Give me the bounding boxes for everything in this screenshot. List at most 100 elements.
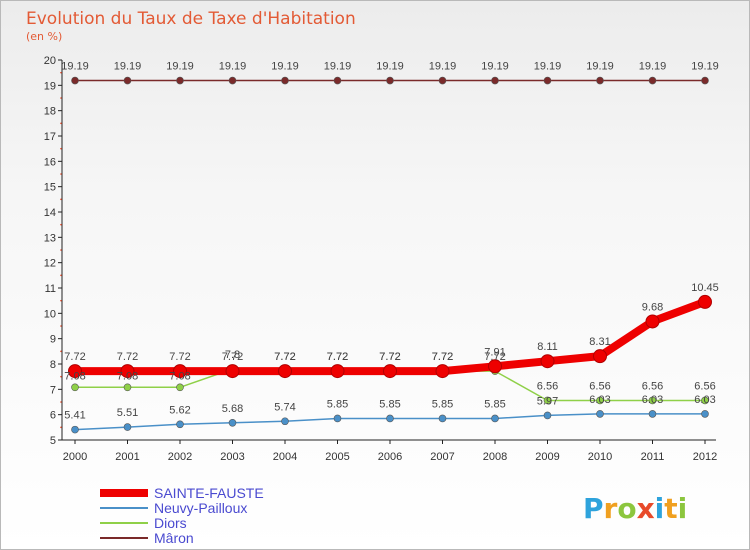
data-label: 7.08: [64, 370, 85, 382]
data-label: 19.19: [324, 61, 352, 73]
y-minor-tick: [60, 223, 62, 226]
logo-letter: o: [617, 492, 636, 525]
y-minor-tick: [60, 325, 62, 327]
series-point-2: [71, 383, 79, 392]
data-label: 19.19: [429, 61, 457, 73]
series-point-3: [491, 76, 499, 85]
series-point-0: [698, 294, 712, 309]
x-tick-label: 2011: [641, 451, 665, 463]
data-label: 7.72: [222, 351, 243, 363]
data-label: 9.68: [642, 301, 663, 313]
series-point-3: [701, 76, 709, 85]
data-label: 6.56: [537, 380, 558, 392]
y-tick-label: 16: [44, 156, 56, 168]
series-point-1: [701, 410, 709, 418]
series-point-3: [438, 76, 447, 85]
series-point-0: [68, 364, 82, 379]
series-point-1: [386, 414, 394, 423]
series-layer: [68, 76, 712, 434]
data-label: 5.74: [274, 401, 295, 413]
data-label: 5.62: [169, 404, 190, 416]
data-label: 7.72: [379, 351, 400, 363]
logo-letter: r: [604, 492, 618, 525]
y-minor-tick: [60, 426, 62, 429]
data-label: 7.08: [169, 370, 190, 382]
series-point-3: [596, 76, 604, 85]
series-point-0: [488, 359, 502, 374]
y-tick-label: 12: [44, 258, 56, 270]
series-point-3: [333, 76, 342, 85]
series-point-1: [543, 411, 552, 420]
data-label: 7.8: [225, 349, 240, 361]
y-minor-tick: [60, 198, 62, 201]
series-point-0: [120, 364, 135, 379]
series-point-3: [543, 76, 552, 85]
series-point-0: [278, 364, 292, 379]
x-tick-label: 2004: [273, 451, 297, 463]
series-point-0: [645, 314, 660, 329]
data-label: 19.19: [639, 61, 667, 73]
y-tick-label: 6: [50, 410, 56, 422]
legend-label-3: Mâron: [154, 530, 194, 546]
data-label: 5.85: [379, 398, 400, 410]
data-label: 19.19: [61, 61, 89, 73]
legend-label-1: Neuvy-Pailloux: [154, 500, 247, 516]
series-point-3: [176, 76, 184, 85]
data-label: 7.91: [484, 346, 505, 358]
x-tick-label: 2012: [693, 451, 717, 463]
data-label: 19.19: [166, 61, 194, 73]
data-label: 10.45: [691, 282, 719, 294]
data-label: 7.72: [274, 351, 295, 363]
data-label: 19.19: [271, 61, 299, 73]
x-tick-label: 2008: [483, 451, 507, 463]
x-tick-label: 2002: [168, 451, 192, 463]
data-label: 7.72: [327, 351, 348, 363]
y-minor-tick: [60, 249, 62, 251]
data-label: 6.03: [642, 394, 663, 406]
series-point-1: [123, 423, 132, 431]
series-point-3: [228, 76, 237, 85]
data-label: 7.72: [327, 351, 348, 363]
data-label: 5.41: [64, 410, 85, 422]
y-tick-label: 20: [44, 55, 56, 67]
y-minor-tick: [60, 375, 62, 378]
data-label: 5.85: [432, 398, 453, 410]
data-label: 5.51: [117, 407, 138, 419]
series-point-3: [648, 76, 657, 85]
series-point-2: [176, 383, 184, 392]
y-tick-label: 17: [44, 131, 56, 143]
logo-letter: i: [678, 492, 688, 525]
data-label: 7.72: [274, 351, 295, 363]
y-minor-tick: [60, 173, 62, 175]
y-minor-tick: [60, 97, 62, 99]
logo-letter: i: [655, 492, 665, 525]
y-minor-tick: [60, 299, 62, 302]
data-label: 7.72: [432, 351, 453, 363]
data-label: 8.11: [537, 341, 558, 353]
axes: 5 6 7 8 9 10 11 12 13 14 15 16 17 18 19 20 2000 2001 2002 2…: [44, 55, 717, 463]
data-label: 7.08: [117, 370, 138, 382]
x-tick-label: 2001: [115, 451, 139, 463]
y-tick-label: 14: [44, 207, 56, 219]
x-tick-label: 2005: [325, 451, 349, 463]
proxiti-logo: Proxiti: [583, 492, 687, 525]
series-point-1: [596, 410, 604, 418]
data-label: 19.19: [219, 61, 247, 73]
series-point-1: [281, 417, 289, 426]
data-label: 7.72: [169, 351, 190, 363]
y-tick-label: 15: [44, 182, 56, 194]
series-point-0: [435, 364, 450, 379]
legend-label-2: Diors: [154, 515, 187, 531]
data-label: 19.19: [534, 61, 562, 73]
x-tick-label: 2007: [430, 451, 454, 463]
data-label: 19.19: [586, 61, 614, 73]
series-point-1: [176, 420, 184, 429]
logo-letter: P: [583, 492, 604, 525]
y-tick-label: 11: [45, 283, 56, 295]
y-minor-tick: [60, 71, 62, 74]
series-point-2: [648, 396, 657, 405]
series-point-1: [438, 414, 447, 423]
data-label: 5.68: [222, 403, 243, 415]
data-label: 5.85: [484, 398, 505, 410]
